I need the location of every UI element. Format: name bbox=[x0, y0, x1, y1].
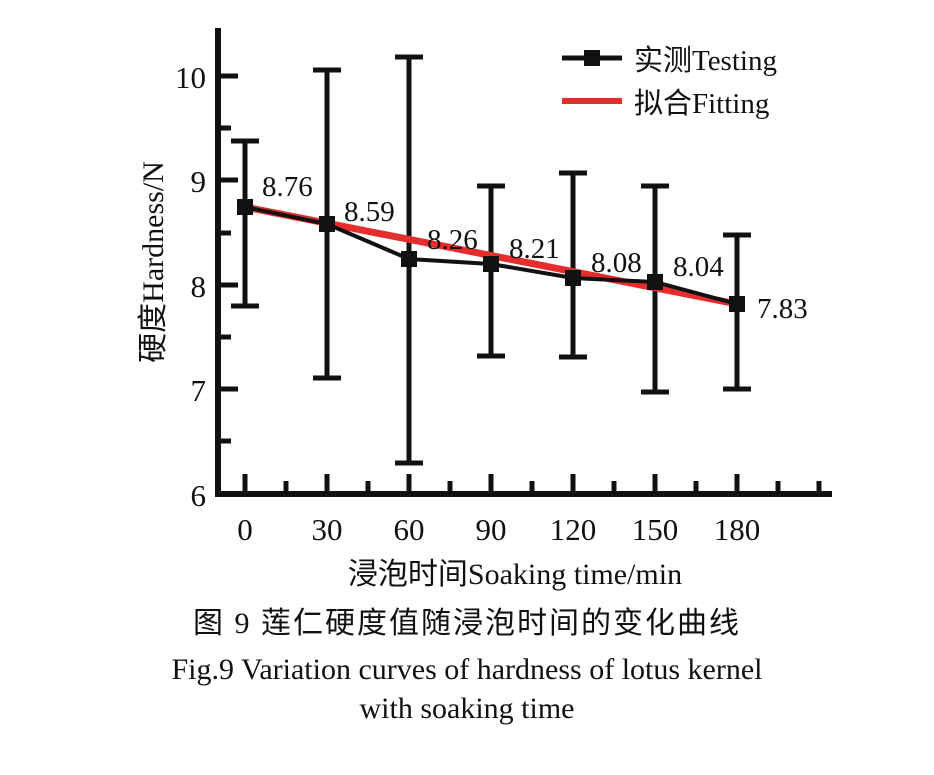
data-point-marker bbox=[729, 296, 745, 312]
data-label-6: 7.83 bbox=[757, 293, 808, 325]
legend-item-fitting[interactable]: 拟合Fitting bbox=[562, 87, 769, 120]
x-axis-major-ticks bbox=[242, 474, 740, 494]
y-axis-minor-ticks bbox=[218, 125, 231, 444]
y-tick-label-8: 8 bbox=[191, 269, 207, 304]
x-tick-label-60: 60 bbox=[394, 512, 425, 547]
x-tick-label-30: 30 bbox=[312, 512, 343, 547]
x-tick-label-120: 120 bbox=[550, 512, 597, 547]
y-tick-label-10: 10 bbox=[175, 60, 206, 95]
y-tick-label-6: 6 bbox=[191, 478, 207, 513]
series-markers-testing bbox=[237, 199, 745, 312]
x-axis-minor-ticks bbox=[283, 481, 822, 494]
y-axis-tick-labels: 10 9 8 7 6 bbox=[175, 60, 206, 513]
x-tick-label-0: 0 bbox=[237, 512, 253, 547]
x-tick-label-150: 150 bbox=[632, 512, 679, 547]
legend-label-testing: 实测Testing bbox=[634, 44, 777, 77]
data-point-marker bbox=[319, 216, 335, 232]
data-point-marker bbox=[565, 270, 581, 286]
y-axis-title: 硬度Hardness/N bbox=[137, 161, 170, 363]
data-label-5: 8.04 bbox=[673, 251, 724, 283]
x-tick-label-90: 90 bbox=[476, 512, 507, 547]
y-tick-label-9: 9 bbox=[191, 164, 207, 199]
data-value-labels: 8.76 8.59 8.26 8.21 8.08 8.04 7.83 bbox=[262, 171, 808, 325]
y-axis-major-ticks bbox=[218, 73, 238, 497]
figure-caption: 图 9 莲仁硬度值随浸泡时间的变化曲线 Fig.9 Variation curv… bbox=[0, 604, 934, 729]
data-label-4: 8.08 bbox=[591, 247, 642, 279]
axis-lines bbox=[215, 28, 832, 497]
y-tick-label-7: 7 bbox=[191, 373, 207, 408]
data-label-0: 8.76 bbox=[262, 171, 313, 203]
data-label-1: 8.59 bbox=[344, 196, 395, 228]
data-label-2: 8.26 bbox=[427, 224, 478, 256]
error-bar-0 bbox=[231, 138, 259, 309]
data-label-3: 8.21 bbox=[509, 233, 560, 265]
x-axis-tick-labels: 0 30 60 90 120 150 180 bbox=[237, 512, 760, 547]
caption-english-line2: with soaking time bbox=[359, 692, 575, 726]
x-axis-title: 浸泡时间Soaking time/min bbox=[348, 558, 682, 591]
caption-english-line1: Fig.9 Variation curves of hardness of lo… bbox=[171, 652, 763, 686]
data-point-marker bbox=[401, 251, 417, 267]
caption-chinese: 图 9 莲仁硬度值随浸泡时间的变化曲线 bbox=[193, 607, 741, 640]
data-point-marker bbox=[483, 256, 499, 272]
x-tick-label-180: 180 bbox=[714, 512, 761, 547]
legend-item-testing[interactable]: 实测Testing bbox=[562, 44, 777, 77]
legend-square-marker-icon bbox=[584, 50, 600, 66]
chart-legend: 实测Testing 拟合Fitting bbox=[562, 44, 777, 120]
hardness-vs-soaking-time-chart: 10 9 8 7 6 硬度Hardness/N bbox=[137, 28, 832, 591]
data-point-marker bbox=[237, 199, 253, 215]
data-point-marker bbox=[647, 274, 663, 290]
legend-label-fitting: 拟合Fitting bbox=[634, 87, 769, 120]
error-bar-4 bbox=[559, 170, 587, 360]
